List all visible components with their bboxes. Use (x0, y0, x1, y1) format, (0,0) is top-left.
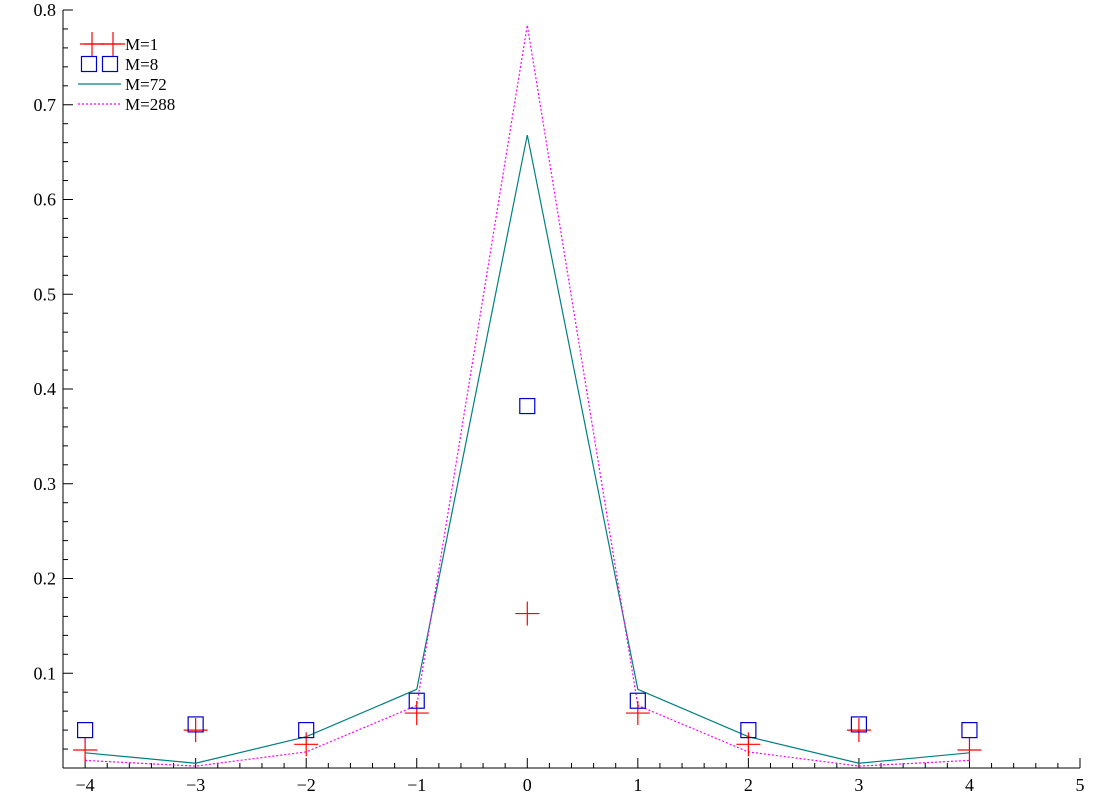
plus-point (515, 601, 540, 626)
square-point (629, 692, 646, 709)
legend-item: M=288 (78, 95, 175, 114)
y-tick-label: 0.1 (34, 663, 57, 683)
y-tick-label: 0.6 (34, 190, 57, 210)
square-point (187, 716, 204, 733)
y-tick-label: 0.5 (34, 284, 57, 304)
y-tick-label: 0.3 (34, 474, 57, 494)
legend-label: M=1 (125, 35, 158, 54)
series (73, 25, 982, 767)
plus-point (846, 718, 871, 743)
plus-point (625, 701, 650, 726)
square-point (850, 716, 868, 733)
square-point (298, 721, 315, 739)
x-tick-label: 5 (1076, 775, 1085, 795)
legend-square-icon (101, 55, 119, 73)
square-point (519, 397, 536, 415)
x-tick-label: −1 (407, 775, 426, 795)
x-tick-label: 0 (523, 775, 532, 795)
legend-item: M=8 (80, 55, 158, 74)
plus-point (183, 718, 208, 743)
square-point (740, 721, 757, 739)
legend-item: M=72 (78, 75, 167, 94)
x-tick-label: −3 (186, 775, 205, 795)
plus-point (73, 737, 98, 762)
plus-point (294, 732, 319, 757)
x-tick-label: −4 (76, 775, 95, 795)
plus-point (957, 737, 982, 762)
x-tick-label: 1 (633, 775, 642, 795)
x-tick-label: 3 (854, 775, 863, 795)
ticks: −4 −3 −2 −1 0 1 2 3 4 5 0.1 0.2 0.3 0.4 0.5 0.6 0.7 0.8 (34, 0, 1085, 795)
plus-point (404, 701, 429, 726)
x-tick-label: −2 (297, 775, 316, 795)
y-tick-label: 0.8 (34, 0, 57, 20)
y-tick-label: 0.2 (34, 569, 57, 589)
legend: M=1M=8M=72M=288 (78, 32, 175, 114)
legend-label: M=8 (125, 55, 158, 74)
legend-square-icon (80, 55, 98, 73)
plus-point (736, 732, 761, 757)
y-tick-label: 0.4 (34, 379, 57, 399)
series-line-m-72 (85, 134, 970, 764)
legend-item: M=1 (80, 32, 158, 56)
y-tick-label: 0.7 (34, 95, 57, 115)
x-tick-label: 4 (965, 775, 974, 795)
square-point (408, 692, 425, 709)
square-point (77, 721, 94, 739)
legend-label: M=72 (125, 75, 167, 94)
square-point (961, 721, 978, 739)
x-tick-label: 2 (744, 775, 753, 795)
legend-label: M=288 (125, 95, 175, 114)
